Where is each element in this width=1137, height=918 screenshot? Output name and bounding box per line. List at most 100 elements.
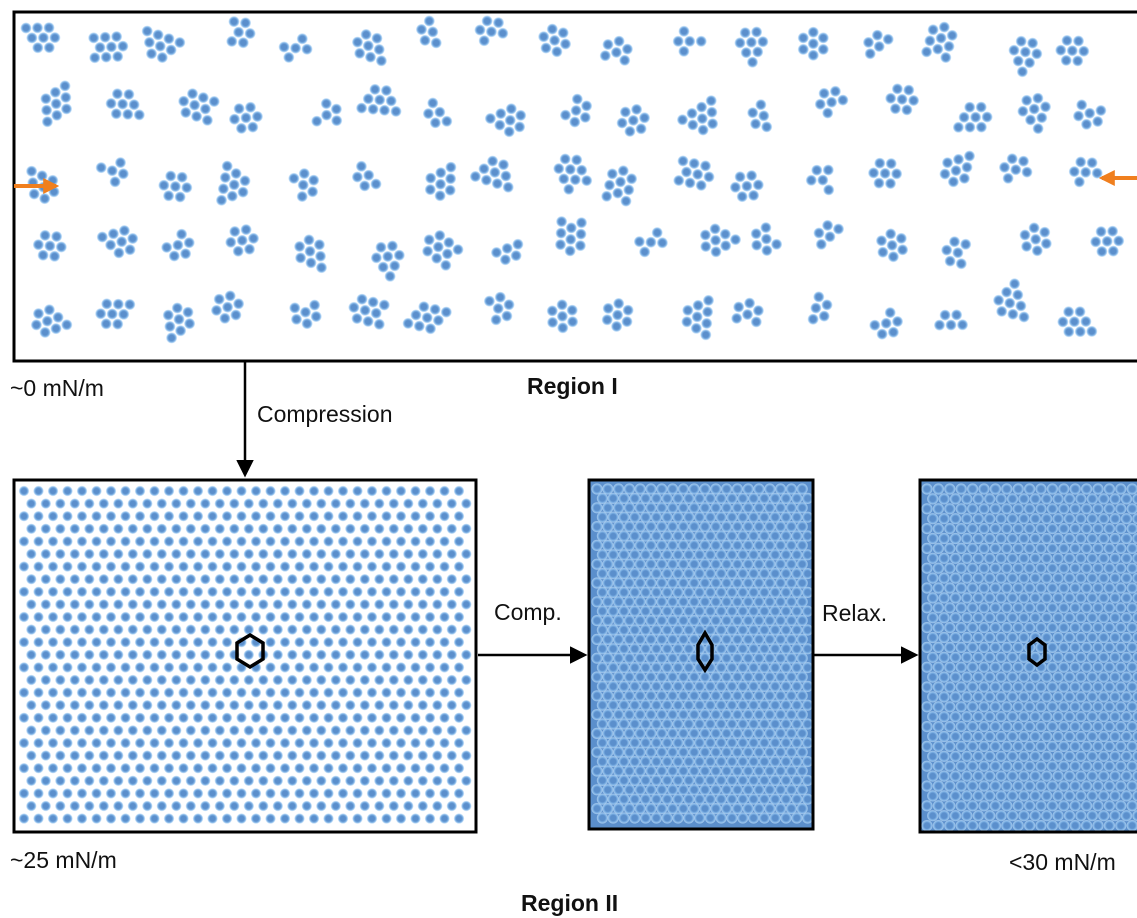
particle xyxy=(417,674,428,686)
particle xyxy=(323,763,334,774)
particle xyxy=(1098,671,1110,683)
particle xyxy=(1046,483,1058,495)
particle xyxy=(932,582,945,594)
particle xyxy=(656,633,668,646)
particle xyxy=(76,813,88,824)
particle xyxy=(127,233,139,244)
particle xyxy=(640,549,652,561)
particle xyxy=(677,727,690,740)
particle xyxy=(424,611,436,623)
particle xyxy=(1132,790,1137,802)
particle xyxy=(785,521,798,533)
particle xyxy=(1029,612,1041,624)
particle xyxy=(683,511,695,523)
particle xyxy=(791,624,803,636)
particle xyxy=(1126,582,1137,594)
particle xyxy=(474,24,486,36)
particle xyxy=(1052,711,1064,723)
particle xyxy=(656,539,668,552)
particle xyxy=(700,241,712,252)
particle xyxy=(163,485,175,497)
particle xyxy=(55,624,66,635)
particle xyxy=(826,96,838,108)
particle xyxy=(760,233,772,245)
particle xyxy=(688,615,700,627)
particle xyxy=(84,523,95,534)
particle xyxy=(672,643,684,655)
particle xyxy=(243,548,254,560)
particle xyxy=(484,113,496,124)
particle xyxy=(667,803,679,815)
particle xyxy=(602,302,614,314)
particle xyxy=(661,793,673,805)
panel-3-pressure-label: <30 mN/m xyxy=(1009,849,1116,875)
particle xyxy=(337,712,349,723)
particle xyxy=(18,737,30,749)
particle xyxy=(359,624,370,635)
particle xyxy=(921,800,933,812)
particle xyxy=(308,611,320,623)
particle xyxy=(961,631,973,644)
particle xyxy=(134,586,146,597)
particle xyxy=(352,813,363,824)
particle xyxy=(446,574,457,585)
particle xyxy=(796,521,808,533)
particle xyxy=(1092,701,1104,713)
particle xyxy=(995,691,1007,703)
particle xyxy=(345,624,356,635)
particle xyxy=(461,574,472,585)
particle xyxy=(91,662,102,673)
particle xyxy=(330,750,341,761)
particle xyxy=(995,730,1007,743)
particle xyxy=(677,652,690,664)
particle xyxy=(1024,760,1036,772)
particle xyxy=(927,711,939,723)
particle xyxy=(1115,701,1127,713)
particle xyxy=(815,238,827,250)
particle xyxy=(984,770,996,782)
particle xyxy=(613,746,625,758)
particle xyxy=(650,605,663,617)
particle xyxy=(704,568,717,580)
particle xyxy=(240,112,252,124)
particle xyxy=(1086,810,1098,822)
particle xyxy=(726,605,738,617)
particle xyxy=(661,643,673,655)
particle xyxy=(677,803,690,815)
particle xyxy=(677,765,690,777)
particle xyxy=(1109,493,1121,505)
particle xyxy=(677,615,690,627)
particle xyxy=(802,492,813,504)
particle xyxy=(26,32,38,44)
particle xyxy=(1046,622,1058,634)
particle xyxy=(301,649,312,660)
particle xyxy=(485,26,497,38)
particle xyxy=(967,622,979,634)
particle xyxy=(417,624,428,635)
particle xyxy=(1006,810,1019,822)
particle xyxy=(932,562,945,574)
particle xyxy=(702,306,714,318)
particle xyxy=(366,687,378,698)
particle xyxy=(1058,641,1070,654)
particle xyxy=(367,296,379,308)
particle xyxy=(599,50,611,62)
particle xyxy=(964,101,976,113)
particle xyxy=(1018,493,1030,505)
particle xyxy=(683,737,695,749)
particle xyxy=(207,788,218,799)
particle xyxy=(602,596,614,608)
particle xyxy=(1132,631,1137,644)
particle xyxy=(634,709,646,721)
particle xyxy=(158,179,170,191)
particle xyxy=(730,234,741,246)
particle xyxy=(352,712,363,723)
particle xyxy=(673,175,685,186)
particle xyxy=(944,602,956,614)
particle xyxy=(995,711,1007,723)
particle xyxy=(395,763,407,774)
particle xyxy=(737,812,749,824)
particle xyxy=(672,774,684,787)
particle xyxy=(972,711,984,723)
particle xyxy=(953,153,964,165)
